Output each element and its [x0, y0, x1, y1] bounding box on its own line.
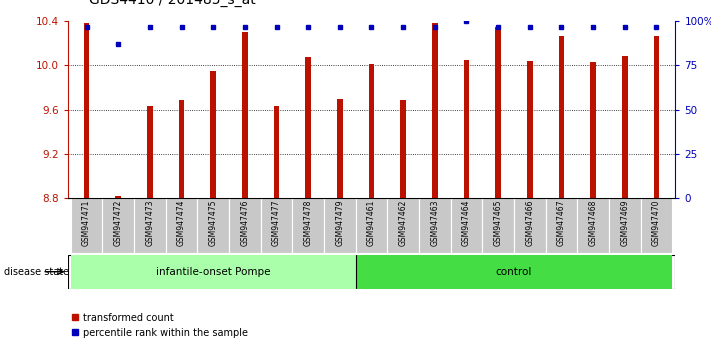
Bar [464, 60, 469, 198]
Text: GSM947465: GSM947465 [493, 200, 503, 246]
Bar [432, 23, 438, 198]
Bar [451, 198, 482, 253]
Text: GSM947462: GSM947462 [399, 200, 407, 246]
Bar [387, 198, 419, 253]
Bar [590, 62, 596, 198]
Text: GSM947469: GSM947469 [620, 200, 629, 246]
Bar [577, 198, 609, 253]
Bar [166, 198, 198, 253]
Text: GSM947466: GSM947466 [525, 200, 534, 246]
Text: GSM947476: GSM947476 [240, 200, 250, 246]
Text: control: control [496, 267, 532, 277]
Text: GDS4410 / 201485_s_at: GDS4410 / 201485_s_at [89, 0, 256, 7]
Bar [70, 198, 102, 253]
Text: GSM947463: GSM947463 [430, 200, 439, 246]
Text: disease state: disease state [4, 267, 69, 277]
Bar [545, 198, 577, 253]
Bar [641, 198, 673, 253]
Bar [400, 100, 406, 198]
Bar [229, 198, 261, 253]
Bar [134, 198, 166, 253]
Bar [482, 198, 514, 253]
Bar [305, 57, 311, 198]
Bar [653, 36, 659, 198]
Bar [102, 198, 134, 253]
Bar [178, 100, 184, 198]
Text: GSM947475: GSM947475 [209, 200, 218, 246]
Bar [70, 255, 356, 289]
Bar [337, 99, 343, 198]
Bar [147, 107, 153, 198]
Bar [242, 32, 247, 198]
Text: GSM947461: GSM947461 [367, 200, 376, 246]
Text: GSM947474: GSM947474 [177, 200, 186, 246]
Text: GSM947477: GSM947477 [272, 200, 281, 246]
Bar [274, 107, 279, 198]
Bar [115, 196, 121, 198]
Bar [419, 198, 451, 253]
Bar [527, 61, 533, 198]
Text: GSM947473: GSM947473 [145, 200, 154, 246]
Bar [559, 36, 565, 198]
Bar [84, 23, 90, 198]
Bar [292, 198, 324, 253]
Text: GSM947464: GSM947464 [462, 200, 471, 246]
Bar [198, 198, 229, 253]
Text: GSM947472: GSM947472 [114, 200, 123, 246]
Bar [356, 255, 673, 289]
Text: infantile-onset Pompe: infantile-onset Pompe [156, 267, 270, 277]
Bar [261, 198, 292, 253]
Bar [324, 198, 356, 253]
Bar [609, 198, 641, 253]
Bar [368, 64, 375, 198]
Text: GSM947478: GSM947478 [304, 200, 313, 246]
Text: GSM947471: GSM947471 [82, 200, 91, 246]
Text: GSM947479: GSM947479 [336, 200, 344, 246]
Bar [622, 56, 628, 198]
Legend: transformed count, percentile rank within the sample: transformed count, percentile rank withi… [73, 313, 248, 338]
Bar [514, 198, 545, 253]
Text: GSM947468: GSM947468 [589, 200, 598, 246]
Bar [496, 27, 501, 198]
Text: GSM947470: GSM947470 [652, 200, 661, 246]
Text: GSM947467: GSM947467 [557, 200, 566, 246]
Bar [210, 71, 216, 198]
Bar [356, 198, 387, 253]
